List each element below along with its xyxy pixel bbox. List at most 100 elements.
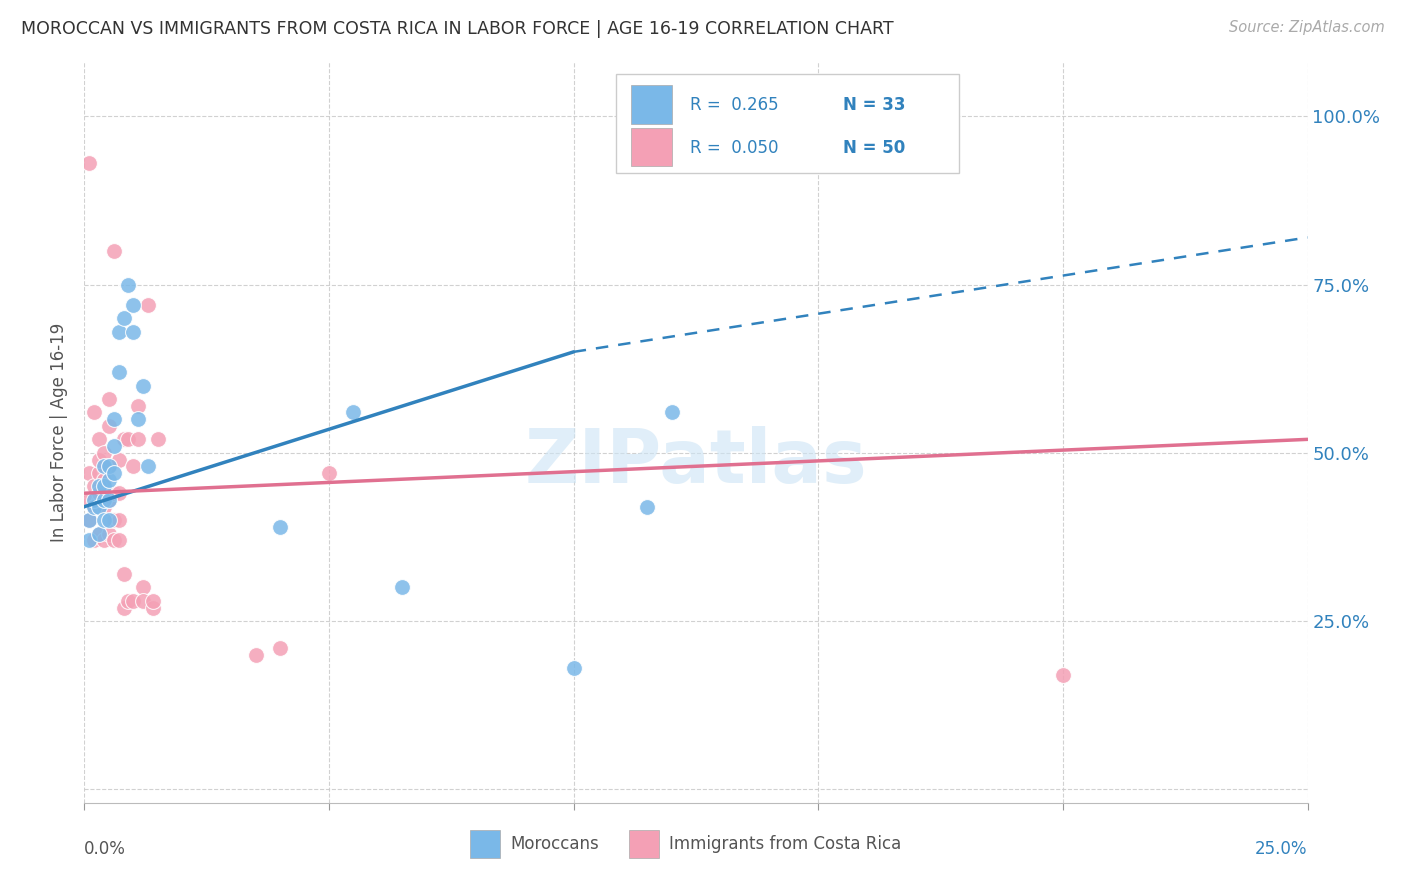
Point [112,566,135,581]
Point [77,533,100,548]
Point [132,581,155,595]
Point [127,412,149,426]
Point [103,439,125,453]
Point [136,459,159,474]
Point [107,533,129,548]
FancyBboxPatch shape [631,86,672,124]
Point [103,244,125,258]
Point [103,466,125,480]
Point [146,433,169,447]
Point [636,500,658,514]
Point [97,513,120,527]
Point [77,513,100,527]
Point [87,486,110,500]
Point [83,405,105,419]
Point [87,433,110,447]
Point [112,433,135,447]
Point [87,500,110,514]
Point [112,600,135,615]
Text: 25.0%: 25.0% [1256,840,1308,858]
Point [103,513,125,527]
Point [122,325,145,339]
Point [245,648,267,662]
Point [107,365,129,379]
Point [117,433,139,447]
Point [391,581,413,595]
Text: N = 33: N = 33 [842,95,905,113]
Text: ZIPatlas: ZIPatlas [524,425,868,499]
Point [83,533,105,548]
Point [107,325,129,339]
Point [97,526,120,541]
Point [83,492,105,507]
Point [107,486,129,500]
Point [103,533,125,548]
Point [97,492,120,507]
Point [77,492,100,507]
Point [1052,668,1074,682]
Text: Source: ZipAtlas.com: Source: ZipAtlas.com [1229,20,1385,35]
Point [132,594,155,608]
FancyBboxPatch shape [628,830,659,858]
Text: 0.0%: 0.0% [84,840,127,858]
Point [122,459,145,474]
Point [97,459,120,474]
Point [83,479,105,493]
Point [142,600,165,615]
Y-axis label: In Labor Force | Age 16-19: In Labor Force | Age 16-19 [51,323,69,542]
Text: N = 50: N = 50 [842,138,905,157]
Point [93,500,115,514]
FancyBboxPatch shape [631,128,672,166]
Point [269,520,291,534]
Point [136,298,159,312]
Point [87,492,110,507]
Text: Moroccans: Moroccans [510,835,599,854]
FancyBboxPatch shape [470,830,501,858]
FancyBboxPatch shape [616,73,959,173]
Text: MOROCCAN VS IMMIGRANTS FROM COSTA RICA IN LABOR FORCE | AGE 16-19 CORRELATION CH: MOROCCAN VS IMMIGRANTS FROM COSTA RICA I… [21,20,894,37]
Point [122,594,145,608]
Point [83,500,105,514]
Point [318,466,340,480]
Point [117,594,139,608]
Point [127,399,149,413]
Point [269,640,291,655]
Text: R =  0.050: R = 0.050 [690,138,779,157]
Point [87,526,110,541]
Point [97,418,120,433]
Point [93,479,115,493]
Point [77,156,100,170]
Point [93,533,115,548]
Point [117,277,139,292]
Point [93,492,115,507]
Point [562,661,585,675]
Point [97,459,120,474]
Point [97,392,120,406]
Point [97,492,120,507]
Point [93,513,115,527]
Point [107,452,129,467]
Point [97,473,120,487]
Point [83,500,105,514]
Point [87,479,110,493]
Text: Immigrants from Costa Rica: Immigrants from Costa Rica [669,835,901,854]
Point [87,452,110,467]
Point [103,486,125,500]
Point [93,473,115,487]
Point [87,526,110,541]
Point [342,405,364,419]
Point [87,466,110,480]
Text: R =  0.265: R = 0.265 [690,95,779,113]
Point [107,513,129,527]
Point [127,433,149,447]
Point [93,446,115,460]
Point [77,466,100,480]
Point [132,378,155,392]
Point [661,405,683,419]
Point [103,412,125,426]
Point [142,594,165,608]
Point [112,311,135,326]
Point [93,459,115,474]
Point [122,298,145,312]
Point [77,513,100,527]
